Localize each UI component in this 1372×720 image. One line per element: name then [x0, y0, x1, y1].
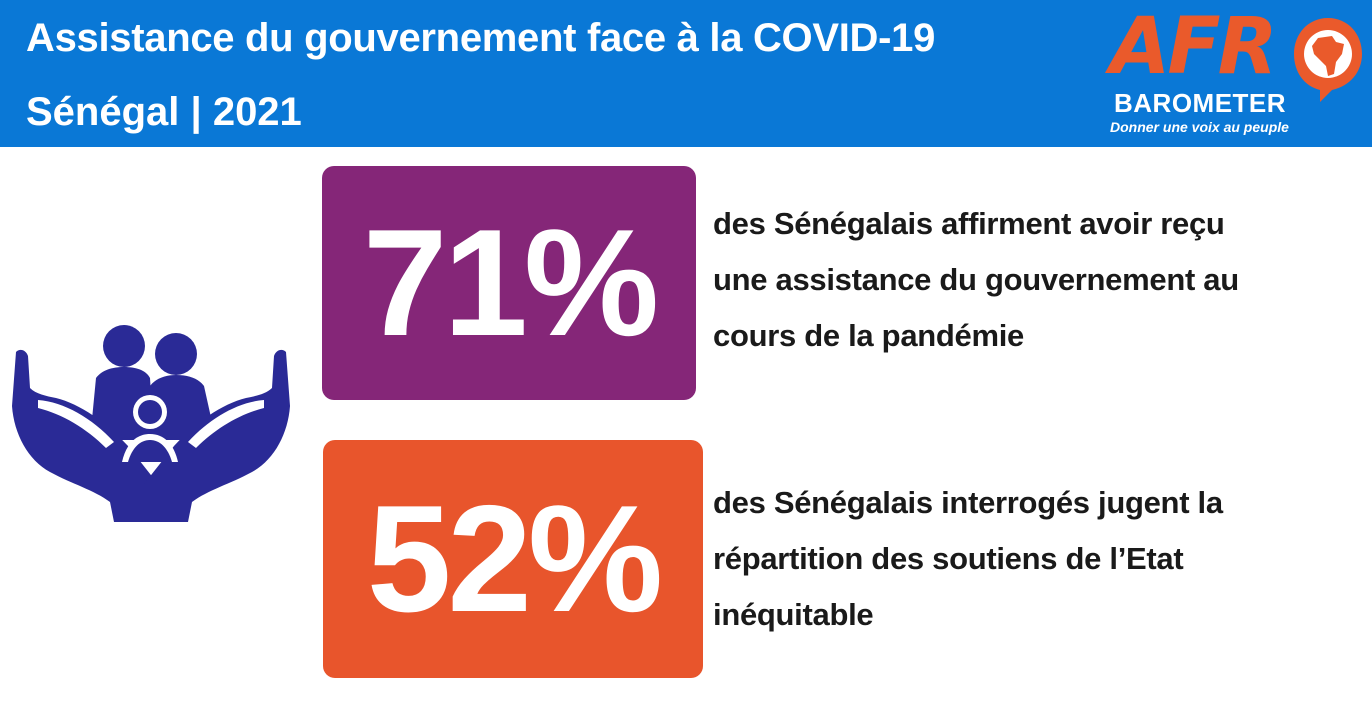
header-banner: Assistance du gouvernement face à la COV…	[0, 0, 1372, 147]
description-line: inéquitable	[713, 597, 874, 632]
stat-description-inequity: des Sénégalais interrogés jugent la répa…	[713, 475, 1223, 643]
stat-box-assistance: 71%	[322, 166, 696, 400]
description-line: cours de la pandémie	[713, 318, 1024, 353]
page-title: Assistance du gouvernement face à la COV…	[26, 16, 936, 60]
logo-afro-wordmark: AFR	[1110, 2, 1278, 92]
family-in-hands-icon	[10, 322, 292, 528]
stat-box-inequity: 52%	[323, 440, 703, 678]
stat-value-inequity: 52%	[366, 473, 663, 644]
description-line: répartition des soutiens de l’Etat	[713, 541, 1184, 576]
logo-tagline: Donner une voix au peuple	[1110, 119, 1289, 135]
page-subtitle: Sénégal | 2021	[26, 90, 302, 134]
logo-letter-r: R	[1217, 2, 1278, 92]
stat-value-assistance: 71%	[362, 197, 659, 368]
logo-letter-f: F	[1167, 2, 1220, 92]
logo-barometer-text: BAROMETER	[1114, 88, 1287, 118]
description-line: des Sénégalais interrogés jugent la	[713, 485, 1223, 520]
afrobarometer-logo: AFR BAROMETER Donner une voix au peuple	[1104, 2, 1366, 142]
description-line: des Sénégalais affirment avoir reçu	[713, 206, 1225, 241]
description-line: une assistance du gouvernement au	[713, 262, 1239, 297]
logo-letter-a: A	[1110, 2, 1170, 92]
africa-speech-bubble-icon	[1294, 18, 1362, 102]
stat-description-assistance: des Sénégalais affirment avoir reçu une …	[713, 196, 1239, 364]
